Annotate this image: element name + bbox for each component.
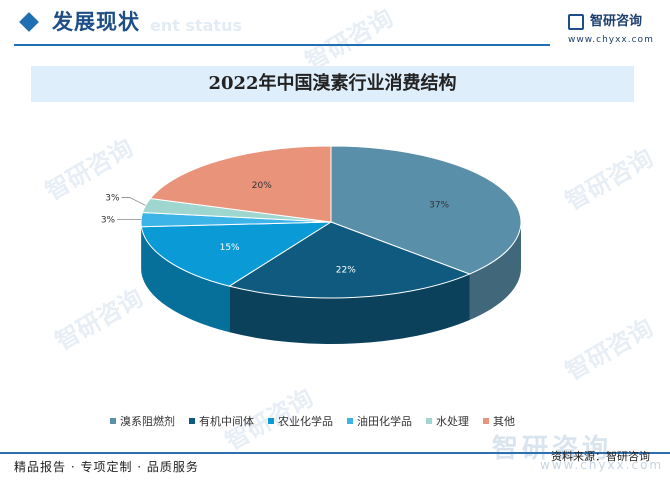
legend-swatch: [110, 418, 116, 424]
data-label: 22%: [336, 266, 356, 276]
legend-label: 农业化学品: [278, 413, 333, 429]
legend-label: 油田化学品: [357, 413, 412, 429]
data-label: 20%: [252, 181, 272, 191]
data-label: 3%: [101, 216, 116, 226]
legend-item: 有机中间体: [189, 412, 254, 430]
legend-swatch: [483, 418, 489, 424]
legend-swatch: [426, 418, 432, 424]
legend-item: 溴系阻燃剂: [110, 412, 175, 430]
legend-swatch: [189, 418, 195, 424]
legend-label: 溴系阻燃剂: [120, 413, 175, 429]
legend-item: 油田化学品: [347, 412, 412, 430]
legend-label: 水处理: [436, 413, 469, 429]
legend-label: 其他: [493, 413, 515, 429]
label-leader-line: [122, 197, 146, 205]
legend-item: 水处理: [426, 412, 469, 430]
data-label: 3%: [105, 193, 120, 203]
footer-tagline: 精品报告 · 专项定制 · 品质服务: [14, 458, 199, 476]
legend-item: 农业化学品: [268, 412, 333, 430]
legend-swatch: [268, 418, 274, 424]
data-label: 15%: [220, 243, 240, 253]
legend-swatch: [347, 418, 353, 424]
legend-label: 有机中间体: [199, 413, 254, 429]
data-label: 37%: [429, 200, 449, 210]
source-note: 资料来源：智研咨询: [551, 450, 650, 464]
